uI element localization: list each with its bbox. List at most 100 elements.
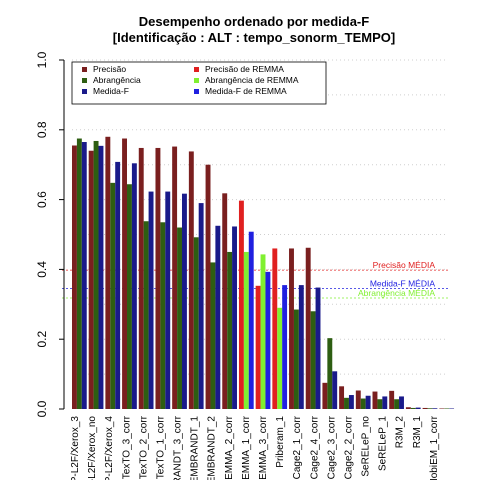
x-tick-label: Cage2_3_corr (326, 415, 337, 479)
bar-group (72, 138, 87, 409)
bar-fmeasure (115, 161, 121, 409)
bar-fmeasure (365, 395, 371, 409)
legend-label: Medida-F (93, 86, 129, 96)
legend-label: Medida-F de REMMA (205, 86, 287, 96)
bar-group (105, 136, 121, 409)
reference-line-label: Abrangência MÉDIA (358, 288, 435, 298)
bar-precision (322, 382, 328, 409)
bar-group (255, 254, 271, 409)
x-tick-label: R3M_2 (395, 416, 406, 449)
bar-recall (293, 309, 299, 409)
x-tick-label: REMMA_2_corr (224, 415, 235, 480)
bar-group (238, 200, 254, 409)
bar-group (339, 386, 354, 409)
y-tick-label: 0.8 (35, 121, 49, 138)
bar-group (439, 408, 455, 409)
bar-group (289, 248, 304, 409)
bar-fmeasure (348, 395, 354, 409)
legend-swatch (82, 78, 87, 83)
legend-swatch (194, 67, 199, 72)
y-tick-label: 0.6 (35, 191, 49, 208)
bar-fmeasure (382, 396, 388, 409)
bar-fmeasure (265, 271, 271, 409)
bar-fmeasure (181, 193, 187, 409)
bar-group (272, 248, 288, 409)
bar-fmeasure (449, 408, 455, 409)
bar-recall (177, 227, 182, 409)
bar-recall (377, 399, 383, 409)
x-tick-label: P-L2F/Xerox_no (87, 416, 98, 480)
bar-group (88, 140, 104, 410)
legend-swatch (82, 67, 87, 72)
bar-precision (72, 145, 77, 409)
bar-fmeasure (198, 203, 204, 409)
bar-fmeasure (98, 145, 104, 409)
bar-recall (110, 182, 116, 409)
bar-fmeasure (215, 225, 221, 409)
bar-precision (88, 150, 94, 410)
chart-title-line-2: [Identificação : ALT : tempo_sonorm_TEMP… (113, 30, 395, 45)
legend-label: Abrangência de REMMA (205, 75, 299, 85)
bar-fmeasure (399, 396, 404, 409)
bar-fmeasure (432, 408, 438, 409)
bar-fmeasure (131, 163, 137, 409)
bar-fmeasure (81, 142, 87, 409)
bar-precision (339, 386, 345, 409)
x-tick-label: P-L2F/Xerox_3 (70, 416, 81, 480)
bar-precision (305, 247, 311, 409)
x-tick-label: Cage2_4_corr (309, 415, 320, 479)
bar-recall (160, 222, 166, 409)
bar-group (305, 247, 321, 409)
bar-recall (210, 262, 216, 409)
bar-group (322, 338, 338, 409)
bar-fmeasure (248, 231, 254, 409)
bar-group (122, 138, 137, 409)
x-tick-label: P-L2F/Xerox_4 (104, 416, 115, 480)
bar-precision (255, 285, 261, 409)
legend-label: Precisão de REMMA (205, 64, 284, 74)
bar-fmeasure (315, 287, 321, 409)
legend-label: Precisão (93, 64, 126, 74)
y-tick-label: 0.0 (35, 400, 49, 417)
bar-recall (360, 398, 366, 409)
bar-recall (444, 408, 450, 409)
bar-recall (410, 407, 416, 409)
bar-recall (327, 338, 333, 409)
x-tick-label: R3M_1 (412, 416, 423, 449)
bar-group (205, 164, 221, 409)
bar-recall (193, 237, 199, 409)
bar-group (222, 193, 237, 409)
bar-group (138, 147, 154, 409)
legend-swatch (194, 89, 199, 94)
bar-precision (222, 193, 228, 409)
legend-label: Abrangência (93, 75, 141, 85)
chart-title: Desempenho ordenado por medida-F [Identi… (113, 14, 395, 45)
bar-precision (405, 407, 411, 409)
bar-precision (355, 390, 361, 409)
x-tick-label: TexTO_3_corr (121, 415, 132, 479)
bar-precision (122, 138, 127, 409)
bar-group (155, 147, 171, 409)
bar-fmeasure (148, 191, 154, 409)
legend-swatch (194, 78, 199, 83)
x-tick-label: SeRELeP_1 (378, 416, 389, 471)
bar-precision (205, 164, 211, 409)
bar-recall (76, 138, 82, 409)
legend-swatch (82, 89, 87, 94)
x-tick-label: Priberam_1 (275, 416, 286, 468)
bar-fmeasure (282, 285, 288, 409)
bar-precision (422, 407, 428, 409)
bar-fmeasure (415, 407, 421, 409)
bar-precision (172, 146, 178, 410)
x-axis-labels: P-L2F/Xerox_3 P-L2F/Xerox_no P-L2F/Xerox_4… (70, 415, 440, 480)
x-tick-label: EMBRANDT_1 (190, 416, 201, 480)
y-tick-label: 0.2 (35, 331, 49, 348)
bar-group (355, 390, 371, 409)
x-tick-label: IobiEM_1_corr (429, 415, 440, 480)
bar-recall (427, 408, 433, 409)
x-tick-label: TexTO_1_corr (155, 415, 166, 479)
bar-fmeasure (232, 226, 237, 409)
bar-precision (188, 151, 194, 409)
chart-title-line-1: Desempenho ordenado por medida-F (139, 14, 369, 29)
